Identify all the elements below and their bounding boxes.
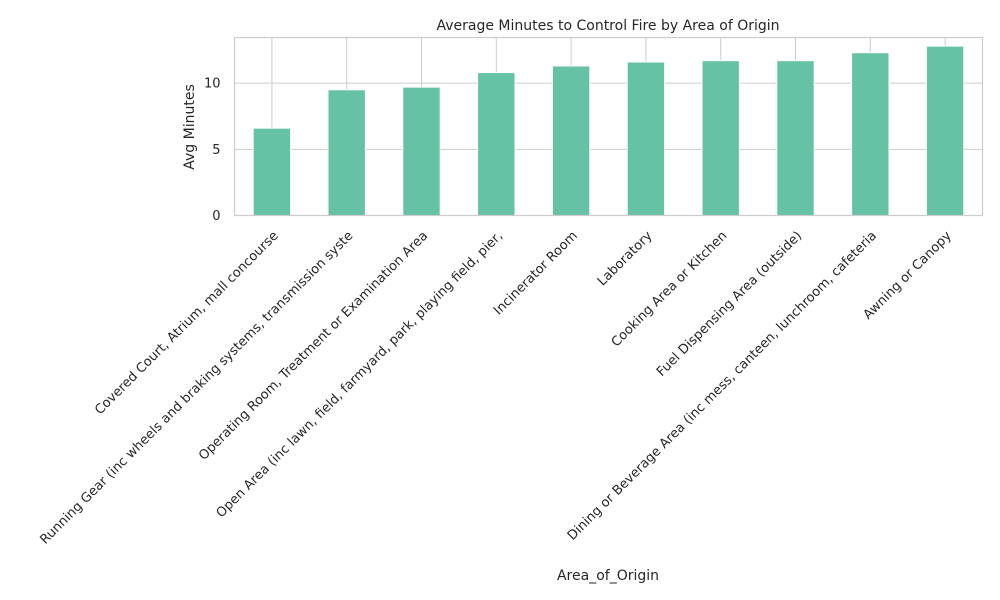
bar xyxy=(252,127,292,217)
bar xyxy=(327,89,366,216)
bar xyxy=(551,65,591,216)
x-tick-label: Open Area (inc lawn, field, farmyard, pa… xyxy=(214,229,506,521)
x-tick-label: Laboratory xyxy=(595,228,656,289)
y-tick-label: 5 xyxy=(212,143,220,158)
y-tick-label: 0 xyxy=(212,209,220,224)
chart-title: Average Minutes to Control Fire by Area … xyxy=(436,18,779,34)
bar xyxy=(626,61,666,216)
bar xyxy=(851,52,890,216)
x-tick-label: Incinerator Room xyxy=(491,229,581,319)
bar xyxy=(925,45,965,216)
bar xyxy=(701,60,740,216)
y-tick-labels: 0 5 10 xyxy=(204,77,221,224)
x-axis-label: Area_of_Origin xyxy=(557,568,659,584)
y-axis-label: Avg Minutes xyxy=(182,84,198,170)
x-tick-label: Running Gear (inc wheels and braking sys… xyxy=(37,229,356,548)
bar xyxy=(402,86,441,216)
plot-frame xyxy=(233,36,984,217)
bar xyxy=(477,72,516,216)
y-tick-label: 10 xyxy=(204,77,221,92)
bars-layer xyxy=(252,45,965,217)
x-tick-labels: Covered Court, Atrium, mall concourseRun… xyxy=(37,228,955,547)
bar xyxy=(776,60,815,216)
x-tick-label: Fuel Dispensing Area (outside) xyxy=(654,229,805,380)
